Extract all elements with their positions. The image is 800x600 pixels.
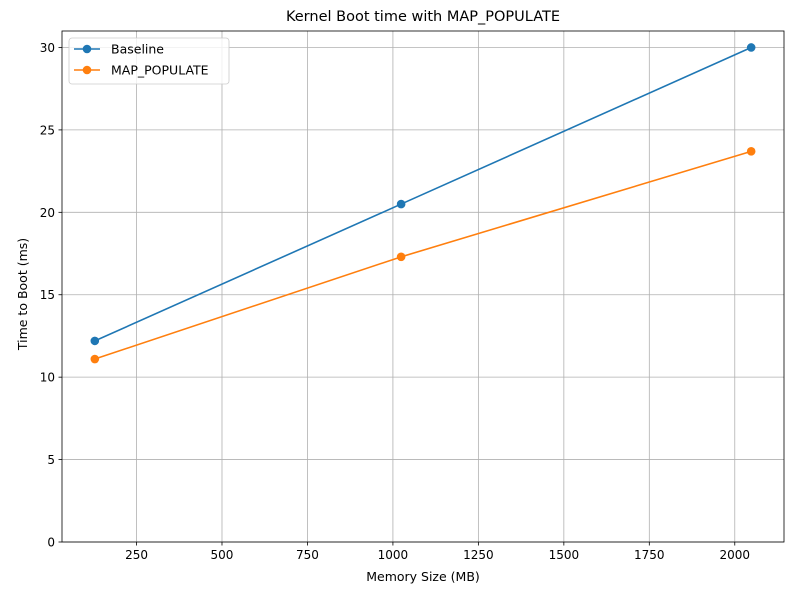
y-axis-label: Time to Boot (ms) (15, 238, 30, 351)
y-tick-label: 10 (40, 371, 55, 385)
x-tick-label: 1000 (378, 548, 409, 562)
y-tick-label: 25 (40, 123, 55, 137)
y-tick-label: 15 (40, 288, 55, 302)
x-tick-label: 1250 (463, 548, 494, 562)
y-tick-label: 20 (40, 206, 55, 220)
x-tick-label: 2000 (719, 548, 750, 562)
x-tick-label: 250 (125, 548, 148, 562)
data-point (746, 147, 756, 156)
data-point (396, 252, 406, 262)
y-tick-label: 30 (40, 41, 55, 55)
legend-box (68, 37, 230, 85)
series-map-populate (90, 147, 756, 364)
data-point (90, 354, 100, 364)
series-baseline (90, 43, 756, 346)
x-axis-ticks: 250 500 750 1000 1250 1500 1750 2000 (125, 542, 750, 562)
plot-frame (61, 30, 785, 543)
y-tick-label: 5 (47, 453, 55, 467)
data-point (90, 336, 100, 346)
chart-title: Kernel Boot time with MAP_POPULATE (286, 9, 560, 25)
x-tick-label: 1500 (549, 548, 580, 562)
data-point (746, 43, 756, 52)
legend-item: Baseline (74, 42, 164, 57)
legend: Baseline MAP_POPULATE (68, 37, 230, 85)
legend-label: MAP_POPULATE (111, 63, 209, 78)
x-tick-label: 750 (296, 548, 319, 562)
y-tick-label: 0 (47, 536, 55, 550)
grid (62, 31, 784, 543)
x-axis-label: Memory Size (MB) (366, 569, 480, 584)
data-point (396, 199, 406, 209)
legend-marker (82, 65, 92, 75)
y-axis-ticks: 0 5 10 15 20 25 30 (40, 41, 62, 550)
series-layer (90, 43, 756, 364)
legend-item: MAP_POPULATE (74, 63, 209, 78)
legend-label: Baseline (111, 42, 164, 57)
x-tick-label: 500 (211, 548, 234, 562)
x-tick-label: 1750 (634, 548, 665, 562)
legend-marker (82, 44, 92, 54)
